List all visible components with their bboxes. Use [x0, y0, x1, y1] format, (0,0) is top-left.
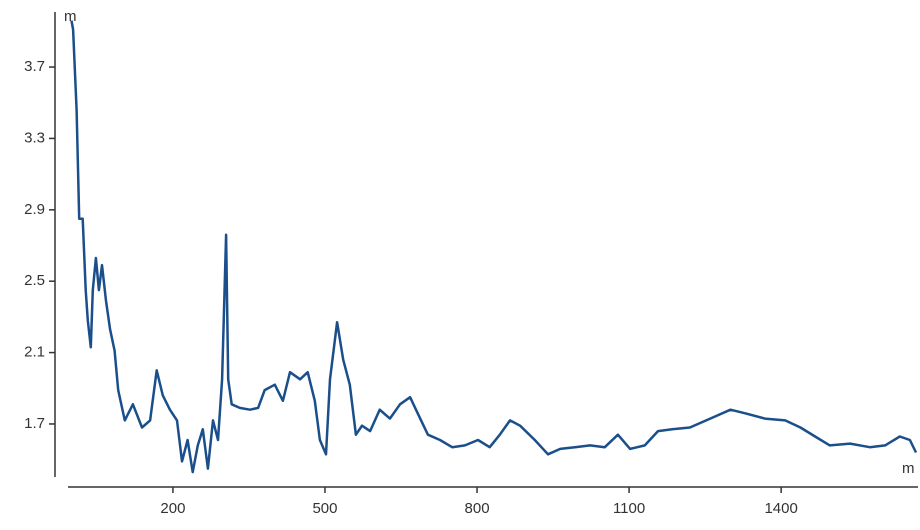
y-tick-label: 3.7 — [24, 58, 45, 75]
y-tick-label: 2.9 — [24, 201, 45, 218]
x-tick-label: 1400 — [764, 500, 797, 517]
y-tick-label: 2.1 — [24, 344, 45, 361]
x-tick-label: 200 — [160, 500, 185, 517]
y-tick-label: 3.3 — [24, 129, 45, 146]
y-tick-label: 1.7 — [24, 415, 45, 432]
x-tick-label: 1100 — [613, 500, 645, 517]
line — [70, 20, 918, 474]
y-unit: m — [64, 8, 77, 25]
y-tick-label: 2.5 — [24, 272, 45, 289]
x-unit: m — [902, 460, 915, 477]
x-tick-label: 800 — [465, 500, 490, 517]
x-tick-label: 500 — [312, 500, 337, 517]
